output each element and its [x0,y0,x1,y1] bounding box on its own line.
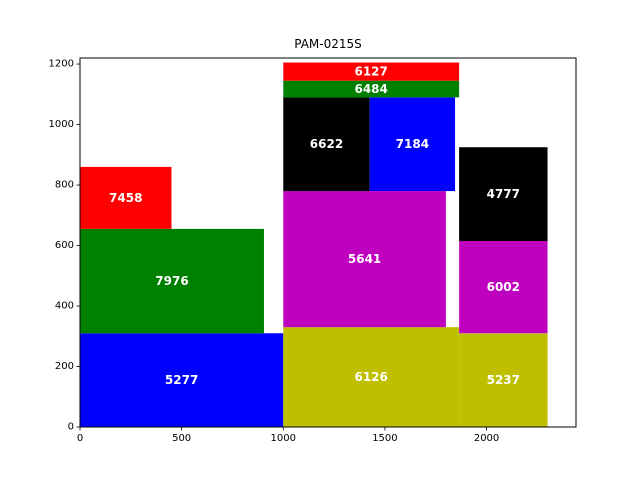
rect-label-6002: 6002 [487,280,520,294]
rect-6126 [283,327,460,427]
x-tick-label: 2000 [474,433,499,444]
rect-label-5277: 5277 [165,373,198,387]
rect-5641 [283,191,446,328]
rect-labels-layer: 5277 7976 7458 6126 5237 5641 6002 4777 6622 7184… [109,65,520,388]
rect-label-7458: 7458 [109,191,142,205]
y-tick-label: 1000 [49,119,74,130]
x-tick-label: 1000 [271,433,296,444]
rect-label-5237: 5237 [487,373,520,387]
chart-title: PAM-0215S [294,37,362,51]
y-tick-label: 200 [55,361,74,372]
y-tick-label: 600 [55,240,74,251]
x-tick-label: 500 [172,433,191,444]
rects-layer [80,62,548,427]
rect-6127 [283,62,460,81]
x-axis: 0 500 1000 1500 2000 [77,427,499,444]
x-tick-label: 1500 [372,433,397,444]
rect-label-6126: 6126 [354,370,387,384]
rect-6622 [283,97,370,192]
rect-6002 [459,240,548,334]
y-tick-label: 400 [55,301,74,312]
rect-label-4777: 4777 [487,187,520,201]
rect-5277 [80,333,284,427]
y-tick-label: 1200 [49,59,74,70]
rect-7184 [369,97,456,192]
rect-label-6622: 6622 [310,137,343,151]
rect-label-6484: 6484 [354,82,387,96]
rect-7458 [80,166,172,229]
plot-frame [79,57,577,428]
y-tick-label: 800 [55,180,74,191]
rect-5237 [459,333,548,427]
rect-4777 [459,147,548,241]
rect-label-7976: 7976 [155,274,188,288]
rect-label-7184: 7184 [396,137,429,151]
rect-label-6127: 6127 [354,65,387,79]
y-tick-label: 0 [68,422,74,433]
rect-6484 [283,80,460,98]
rect-label-5641: 5641 [348,252,381,266]
x-tick-label: 0 [77,433,83,444]
y-axis: 0 200 400 600 800 1000 1200 [49,59,80,433]
rect-7976 [80,228,264,334]
